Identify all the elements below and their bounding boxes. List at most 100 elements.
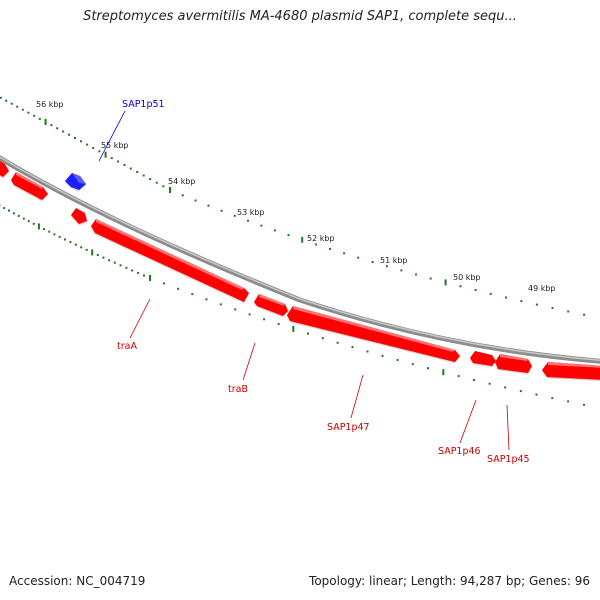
outer-scale-minor-tick — [0, 96, 2, 99]
reverse-leader-lines — [129, 298, 510, 451]
gene-label-sap1p46[interactable]: SAP1p46 — [438, 446, 481, 457]
inner-scale-major-tick — [442, 369, 445, 376]
outer-scale-minor-tick — [98, 150, 101, 153]
outer-scale-minor-tick — [329, 247, 331, 250]
leader-line-sap1p46 — [459, 399, 477, 444]
scale-label-49kbp: 49 kbp — [528, 284, 556, 293]
gene-sap1p47[interactable] — [287, 306, 460, 362]
outer-scale-minor-tick — [207, 204, 210, 207]
outer-scale-minor-tick — [27, 111, 30, 114]
outer-scale-minor-tick — [10, 102, 13, 105]
outer-scale-minor-tick — [247, 219, 249, 222]
inner-scale-minor-tick — [381, 354, 384, 357]
inner-scale-minor-tick — [551, 397, 554, 400]
inner-scale-minor-tick — [336, 341, 339, 344]
gene-traB[interactable] — [254, 294, 288, 316]
inner-scale-minor-tick — [351, 346, 354, 349]
outer-scale-minor-tick — [142, 174, 145, 177]
inner-scale-minor-tick — [411, 363, 414, 366]
gene-label-traA[interactable]: traA — [117, 341, 137, 352]
outer-scale-minor-tick — [233, 214, 236, 217]
gene-segment-b[interactable] — [71, 208, 87, 224]
outer-scale-minor-tick — [155, 181, 158, 184]
outer-scale-minor-tick — [110, 157, 113, 160]
outer-scale-minor-tick — [474, 289, 477, 292]
outer-scale-minor-tick — [371, 261, 374, 263]
outer-scale-minor-tick — [74, 137, 76, 139]
gene-traA[interactable] — [91, 219, 249, 302]
inner-scale-minor-tick — [22, 217, 25, 220]
gene-segment-a[interactable] — [11, 172, 48, 200]
leader-line-sap1p45 — [506, 404, 510, 451]
inner-scale-minor-tick — [125, 266, 128, 269]
sequence-backbone — [0, 155, 600, 364]
inner-scale-minor-tick — [177, 287, 180, 290]
inner-scale-minor-tick — [163, 282, 165, 285]
inner-scale-minor-tick — [17, 214, 20, 217]
inner-scale-minor-tick — [396, 359, 399, 361]
gene-sap1p46[interactable] — [470, 351, 496, 366]
leader-line-traA — [129, 298, 151, 339]
outer-scale-minor-tick — [273, 229, 276, 232]
outer-scale-minor-tick — [489, 292, 492, 295]
outer-scale-minor-tick — [92, 146, 95, 149]
outer-scale-minor-tick — [38, 117, 41, 120]
outer-scale-minor-tick — [315, 243, 318, 246]
outer-scale-minor-tick — [136, 171, 139, 173]
inner-scale-minor-tick — [119, 264, 122, 267]
gene-label-sap1p45[interactable]: SAP1p45 — [487, 454, 530, 465]
outer-scale-minor-tick — [551, 307, 554, 310]
outer-scale-minor-tick — [62, 130, 65, 133]
leader-line-sap1p51 — [98, 110, 126, 162]
outer-scale-minor-tick — [50, 124, 53, 127]
inner-scale-minor-tick — [143, 274, 145, 277]
inner-scale-minor-tick — [205, 298, 208, 301]
outer-scale-minor-tick — [86, 143, 89, 146]
inner-scale-minor-tick — [74, 243, 77, 246]
outer-scale-minor-tick — [80, 140, 82, 143]
inner-scale-minor-tick — [80, 246, 83, 249]
outer-scale-minor-tick — [520, 300, 523, 303]
leader-line-traB — [242, 342, 256, 381]
outer-scale-minor-tick — [117, 160, 120, 163]
inner-scale-major-tick — [37, 223, 40, 230]
inner-scale-ring — [0, 204, 585, 406]
outer-scale-major-tick — [301, 236, 304, 243]
accession-text: Accession: NC_004719 — [9, 574, 146, 588]
inner-scale-minor-tick — [53, 233, 56, 236]
inner-scale-minor-tick — [457, 375, 460, 378]
outer-scale-major-tick — [104, 151, 107, 158]
scale-label-53kbp: 53 kbp — [237, 208, 265, 217]
scale-label-50kbp: 50 kbp — [453, 273, 481, 282]
inner-scale-minor-tick — [567, 400, 570, 403]
outer-scale-minor-tick — [385, 265, 388, 268]
inner-scale-minor-tick — [27, 220, 30, 223]
inner-scale-minor-tick — [108, 259, 111, 262]
inner-scale-minor-tick — [8, 209, 10, 212]
outer-scale-minor-tick — [505, 296, 507, 299]
inner-scale-minor-tick — [488, 382, 491, 385]
inner-scale-minor-tick — [219, 303, 222, 306]
inner-scale-minor-tick — [3, 207, 6, 209]
inner-scale-major-tick — [91, 249, 94, 256]
outer-scale-minor-tick — [162, 185, 165, 188]
gene-segment-left-edge[interactable] — [0, 158, 9, 177]
inner-scale-minor-tick — [137, 271, 140, 274]
gene-label-traB[interactable]: traB — [228, 384, 248, 395]
inner-scale-minor-tick — [248, 313, 251, 316]
gene-label-sap1p51[interactable]: SAP1p51 — [122, 99, 165, 110]
outer-scale-minor-tick — [16, 105, 19, 108]
inner-scale-minor-tick — [131, 269, 134, 272]
inner-scale-minor-tick — [64, 238, 66, 241]
inner-scale-minor-tick — [12, 212, 15, 215]
gene-label-sap1p47[interactable]: SAP1p47 — [327, 422, 370, 433]
outer-scale-minor-tick — [56, 127, 59, 130]
outer-scale-major-tick — [444, 279, 447, 286]
outer-scale-minor-tick — [260, 224, 263, 227]
inner-scale-minor-tick — [85, 248, 88, 251]
outer-scale-major-tick — [44, 119, 47, 125]
gene-sap1p51[interactable] — [65, 173, 86, 190]
inner-scale-minor-tick — [96, 254, 99, 256]
scale-label-55kbp: 55 kbp — [101, 141, 129, 150]
outer-scale-minor-tick — [415, 273, 417, 276]
